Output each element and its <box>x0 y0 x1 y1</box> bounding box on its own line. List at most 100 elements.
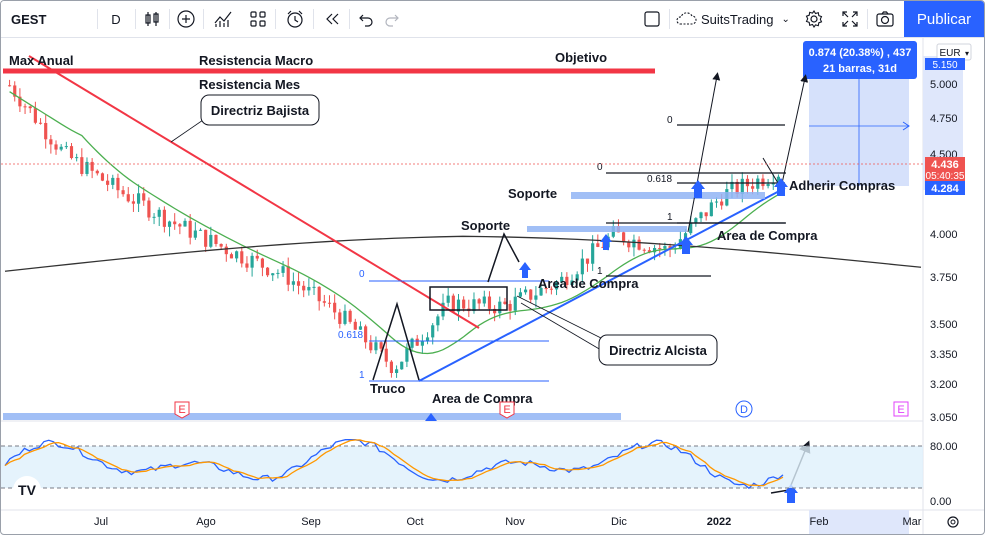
current-price-tag <box>925 157 965 181</box>
candle-body <box>549 288 553 290</box>
candle-body <box>152 216 156 218</box>
candle-body <box>776 176 780 184</box>
label-area-compra-2: Area de Compra <box>538 276 639 291</box>
replay-icon[interactable] <box>321 8 343 30</box>
undo-icon[interactable] <box>355 8 377 30</box>
directriz-alcista-line[interactable] <box>418 187 786 382</box>
dividend-marker[interactable] <box>735 400 753 418</box>
fullscreen-square-icon[interactable] <box>641 8 663 30</box>
candle-body <box>23 106 27 108</box>
candle-body <box>198 229 203 231</box>
consolidation-box[interactable] <box>429 286 508 311</box>
candle-body <box>183 220 187 227</box>
directriz-bajista-line[interactable] <box>28 55 480 329</box>
candle-body <box>709 202 713 217</box>
earnings-marker-2[interactable] <box>499 401 515 419</box>
axis-settings-gear-icon[interactable] <box>947 516 959 528</box>
osc-tick: 0.00 <box>930 496 951 508</box>
settings-gear-icon[interactable] <box>803 8 825 30</box>
candle-body <box>100 173 105 181</box>
label-area-compra-3: Area de Compra <box>432 391 533 406</box>
candle-body <box>647 250 651 253</box>
candle-body <box>751 186 755 189</box>
tradingview-logo: TV <box>13 476 41 504</box>
candle-body <box>271 273 275 276</box>
label-area-compra-1: Area de Compra <box>717 228 818 243</box>
compare-plus-icon[interactable] <box>175 8 197 30</box>
candle-body <box>653 248 657 253</box>
buy-arrow-5 <box>774 178 788 196</box>
candle-body <box>229 254 234 259</box>
soporte-band-lower[interactable] <box>527 226 687 232</box>
candle-body <box>188 220 192 238</box>
price-tick: 3.050 <box>930 412 958 424</box>
candle-body <box>307 286 311 291</box>
time-tick: Dic <box>611 516 627 528</box>
callout-directriz-bajista[interactable] <box>200 94 320 126</box>
earnings-marker-1[interactable] <box>174 401 190 419</box>
interval-selector[interactable]: D <box>111 11 121 27</box>
earnings-marker-3-label: E <box>897 404 904 416</box>
symbol-search[interactable]: GEST <box>11 11 47 27</box>
candle-body <box>343 310 347 324</box>
candle-body <box>694 218 698 223</box>
toolbar-divider <box>867 9 868 29</box>
ma-slow-line <box>4 235 922 272</box>
candle-body <box>69 146 74 159</box>
candle-body <box>137 193 141 204</box>
candles-icon[interactable] <box>141 8 163 30</box>
candle-body <box>142 193 146 201</box>
candle-body <box>683 233 688 240</box>
toolbar-divider <box>97 9 98 29</box>
layout-grid-icon[interactable] <box>247 8 269 30</box>
redo-icon[interactable] <box>381 8 403 30</box>
svg-text:TV: TV <box>18 482 37 498</box>
candle-body <box>131 201 135 204</box>
candle-body <box>348 310 352 322</box>
indicators-icon[interactable] <box>211 8 235 30</box>
alert-triangle-marker[interactable] <box>425 413 437 421</box>
candle-body <box>539 288 543 296</box>
candle-body <box>369 342 373 351</box>
candle-body <box>64 146 68 148</box>
layout-name: SuitsTrading <box>701 11 774 27</box>
alert-clock-icon[interactable] <box>283 8 307 30</box>
soporte-band-upper[interactable] <box>571 192 765 199</box>
label-objetivo: Objetivo <box>555 50 607 65</box>
layout-name-dropdown[interactable]: SuitsTrading ⌄ <box>675 8 795 30</box>
candle-body <box>193 230 197 238</box>
candle-body <box>482 296 486 304</box>
candle-body <box>302 285 306 291</box>
fib-c-label-1: 1 <box>667 212 673 223</box>
camera-icon[interactable] <box>873 8 897 30</box>
candle-body <box>240 251 244 264</box>
candle-body <box>384 348 388 362</box>
callout-directriz-alcista[interactable] <box>598 334 718 366</box>
candle-body <box>756 178 760 189</box>
earnings-marker-3[interactable] <box>893 401 909 417</box>
candle-body <box>162 209 166 227</box>
candle-body <box>358 326 363 330</box>
buy-arrow-2 <box>600 234 612 250</box>
projection-arrow <box>902 121 910 131</box>
toolbar-divider <box>349 9 350 29</box>
price-tick: 3.200 <box>930 379 958 391</box>
buy-arrow-1 <box>519 262 531 278</box>
candle-body <box>333 302 337 313</box>
label-resistencia-macro: Resistencia Macro <box>199 53 313 68</box>
level-price-tag <box>925 181 965 195</box>
candle-body <box>601 246 605 248</box>
candle-body <box>276 272 280 274</box>
candle-body <box>327 302 332 304</box>
price-tick: 3.750 <box>930 272 958 284</box>
expand-icon[interactable] <box>839 8 861 30</box>
candle-body <box>487 296 492 309</box>
top-toolbar: GEST D <box>1 1 984 38</box>
chart-svg[interactable]: 0.874 (20.38%) , 437 21 barras, 31d 0 0.… <box>1 38 984 534</box>
candle-body <box>111 177 115 185</box>
candle-body <box>585 258 590 264</box>
candle-body <box>591 243 595 264</box>
publish-button[interactable]: Publicar <box>904 1 984 37</box>
candle-body <box>503 301 507 304</box>
chart-area[interactable]: 0.874 (20.38%) , 437 21 barras, 31d 0 0.… <box>1 38 984 534</box>
